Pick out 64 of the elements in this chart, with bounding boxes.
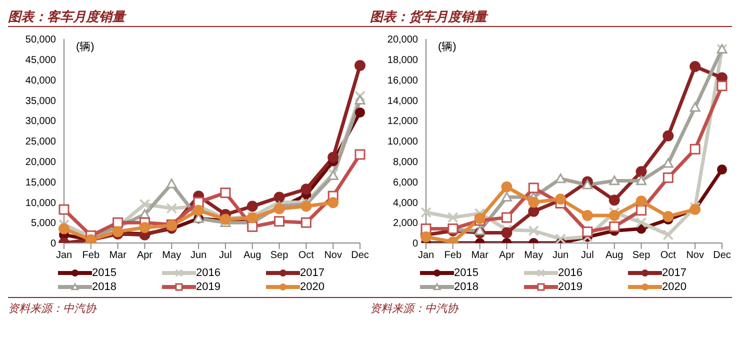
y-tick-label: 4,000: [392, 198, 418, 209]
y-tick-label: 6,000: [392, 177, 418, 188]
y-tick-label: 8,000: [392, 156, 418, 168]
x-tick-label: May: [524, 250, 544, 262]
annotation: (辆): [438, 40, 456, 54]
legend-label: 2020: [662, 281, 686, 293]
y-tick-label: 12,000: [387, 116, 418, 128]
x-tick-label: Nov: [324, 250, 342, 262]
x-tick-label: Sep: [632, 250, 651, 262]
text: 资料来源：中汽协: [370, 303, 458, 315]
y-tick-label: 50,000: [25, 34, 56, 46]
legend-label: 2020: [300, 281, 324, 293]
chart-title: 图表：客车月度销量: [8, 8, 370, 27]
x-tick-label: Jun: [190, 250, 207, 262]
x-tick-label: Jun: [552, 250, 569, 262]
x-tick-label: Mar: [471, 250, 490, 262]
y-tick-label: 10,000: [387, 136, 418, 148]
y-tick-label: 5,000: [30, 218, 56, 230]
y-tick-label: 25,000: [25, 136, 56, 148]
y-tick-label: 16,000: [387, 75, 418, 86]
y-tick-label: 20,000: [25, 156, 56, 168]
x-tick-label: Dec: [713, 250, 731, 262]
legend-label: 2018: [454, 281, 478, 293]
y-tick-label: 30,000: [25, 116, 56, 128]
y-tick-label: 10,000: [25, 198, 56, 209]
x-tick-label: Dec: [351, 250, 369, 262]
legend-label: 2018: [92, 281, 116, 293]
x-tick-label: Nov: [686, 250, 704, 262]
x-tick-label: Feb: [444, 250, 462, 262]
legend-label: 2019: [558, 281, 582, 293]
y-tick-label: 20,000: [387, 34, 418, 46]
x-tick-label: Jul: [219, 250, 232, 262]
x-tick-label: Jan: [418, 250, 434, 262]
x-tick-label: Jul: [581, 250, 594, 262]
y-tick-label: 0: [412, 238, 418, 250]
legend-label: 2015: [454, 267, 478, 279]
x-tick-label: Apr: [498, 250, 516, 262]
y-tick-label: 0: [50, 238, 56, 250]
y-tick-label: 2,000: [392, 218, 418, 230]
y-tick-label: 15,000: [25, 177, 56, 188]
x-tick-label: Feb: [82, 250, 100, 262]
chart-title: 图表：货车月度销量: [370, 8, 732, 27]
legend-label: 2015: [92, 267, 116, 279]
x-tick-label: Oct: [660, 250, 676, 262]
y-tick-label: 35,000: [25, 96, 56, 107]
text: 资料来源：中汽协: [8, 303, 96, 315]
x-tick-label: Sep: [270, 250, 289, 262]
x-tick-label: May: [162, 250, 182, 262]
x-tick-label: Oct: [298, 250, 314, 262]
x-tick-label: Aug: [243, 250, 262, 262]
legend-label: 2016: [196, 267, 220, 279]
x-tick-label: Apr: [136, 250, 154, 262]
x-tick-label: Jan: [56, 250, 72, 262]
x-tick-label: Mar: [109, 250, 128, 262]
legend-label: 2017: [300, 267, 324, 279]
legend-label: 2017: [662, 267, 686, 279]
annotation: (辆): [76, 40, 94, 54]
legend-label: 2019: [196, 281, 220, 293]
y-tick-label: 40,000: [25, 75, 56, 86]
y-tick-label: 18,000: [387, 54, 418, 66]
y-tick-label: 45,000: [25, 54, 56, 66]
x-tick-label: Aug: [605, 250, 624, 262]
legend-label: 2016: [558, 267, 582, 279]
y-tick-label: 14,000: [387, 96, 418, 107]
